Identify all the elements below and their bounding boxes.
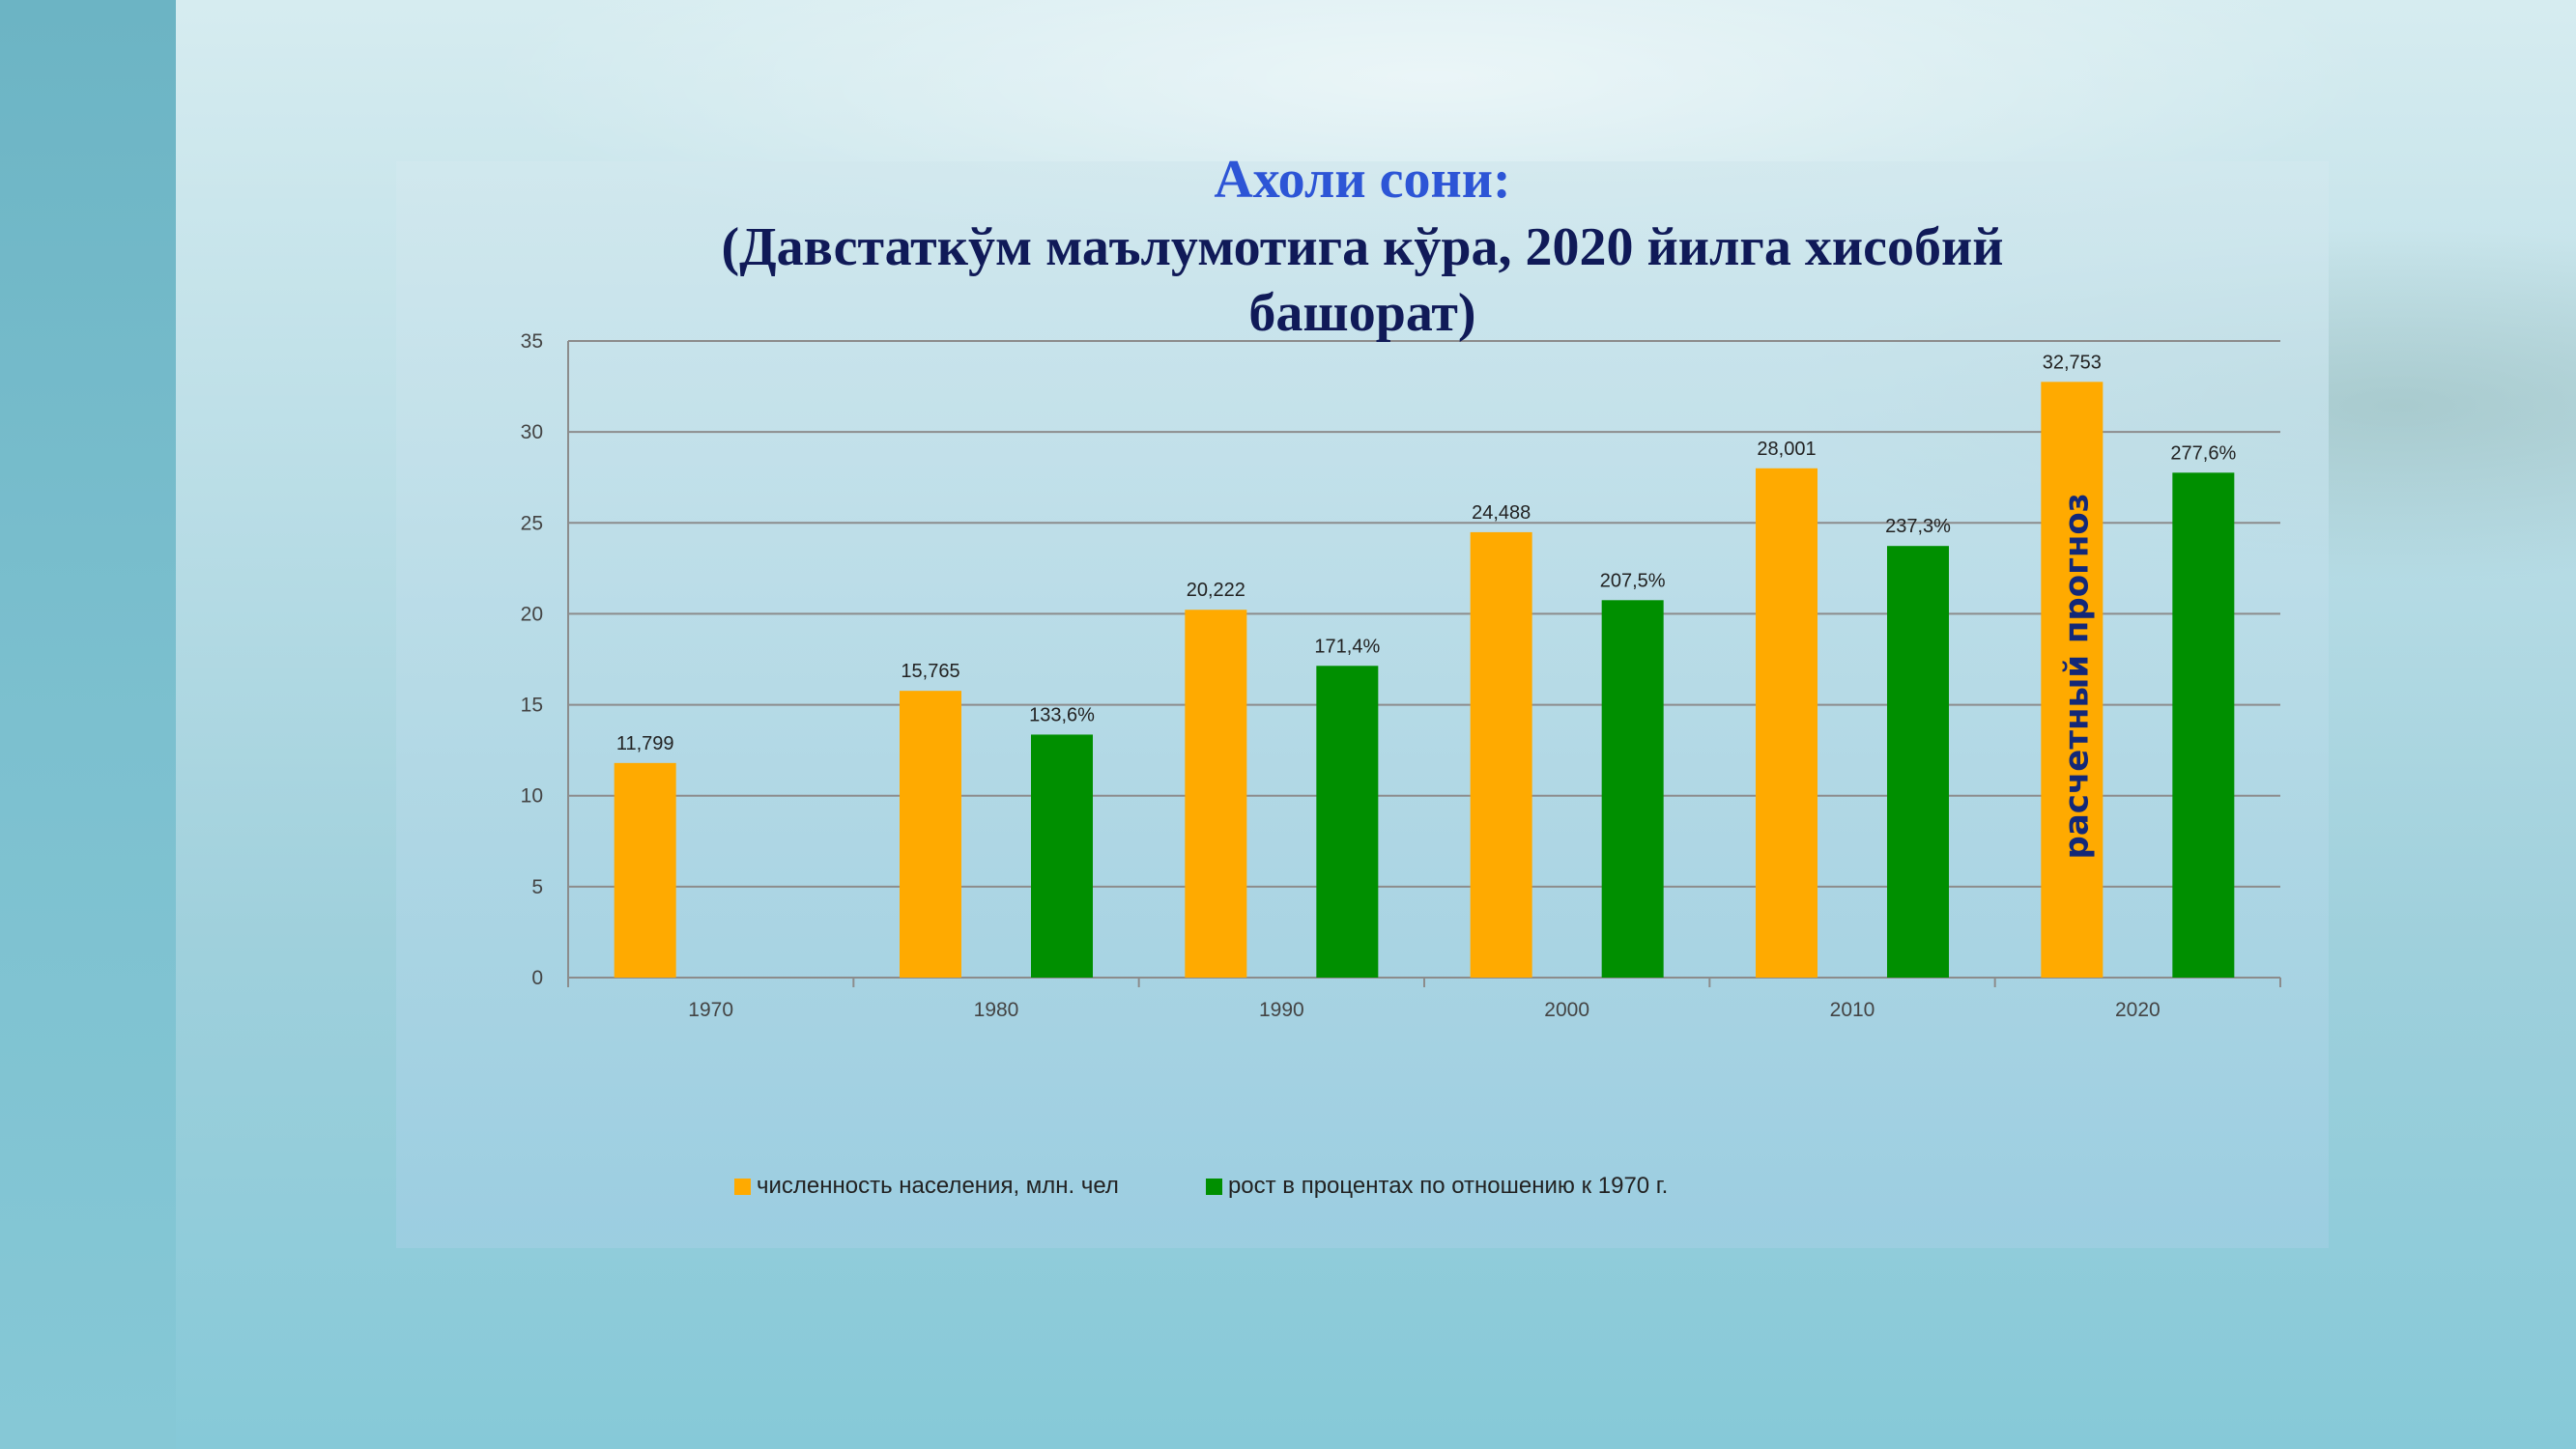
data-label: 32,753	[2043, 352, 2102, 373]
legend-item-population: численность населения, млн. чел	[734, 1173, 1119, 1200]
bar-population	[1470, 531, 1532, 978]
data-label: 237,3%	[1885, 516, 1951, 537]
data-label: 20,222	[1187, 580, 1245, 601]
legend-label-population: численность населения, млн. чел	[757, 1173, 1119, 1199]
y-tick-label: 25	[521, 512, 543, 534]
data-label: 15,765	[901, 661, 959, 682]
bar-population	[900, 691, 961, 978]
legend-swatch-population	[734, 1178, 751, 1195]
chart-title: Ахоли сони: (Давстаткўм маълумотига кўра…	[396, 145, 2329, 346]
bar-growth	[1601, 600, 1664, 978]
y-tick-label: 10	[521, 785, 543, 808]
bar-population	[614, 762, 676, 978]
legend-item-growth: рост в процентах по отношению к 1970 г.	[1205, 1173, 1669, 1200]
data-label: 171,4%	[1314, 636, 1380, 657]
data-label: 11,799	[616, 733, 674, 754]
bar-population	[1756, 468, 1818, 979]
y-tick-label: 5	[531, 876, 543, 898]
forecast-annotation: расчетный прогноз	[2057, 494, 2096, 860]
legend-label-growth: рост в процентах по отношению к 1970 г.	[1227, 1173, 1669, 1199]
labels: 0 5 10 15 20 25 30 35 1970 11,799 1980 15,765 133,6%…	[521, 330, 2237, 1021]
bar-growth	[1316, 666, 1379, 978]
bar-population	[2041, 382, 2104, 978]
x-tick-label: 1990	[1259, 999, 1304, 1021]
title-line-1: Ахоли сони:	[1214, 150, 1511, 210]
title-line-2: (Давстаткўм маълумотига кўра, 2020 йилга…	[721, 217, 2004, 277]
title-line-3: башорат)	[1248, 283, 1476, 343]
y-tick-label: 15	[521, 695, 543, 717]
x-tick-label: 2000	[1544, 999, 1589, 1021]
y-tick-label: 30	[521, 421, 543, 443]
x-tick-label: 2020	[2115, 999, 2161, 1021]
bar-growth	[2172, 472, 2235, 978]
legend-swatch-growth	[1205, 1178, 1222, 1195]
x-tick-label: 2010	[1830, 999, 1875, 1021]
y-tick-label: 20	[521, 603, 543, 625]
legend: численность населения, млн. чел рост в п…	[734, 1167, 1755, 1206]
x-tick-label: 1980	[974, 999, 1019, 1021]
data-label: 24,488	[1472, 502, 1531, 524]
grid-lines	[568, 340, 2280, 979]
bar-population	[1185, 610, 1247, 978]
bars	[614, 382, 2235, 979]
data-label: 133,6%	[1029, 704, 1095, 725]
y-tick-label: 35	[521, 330, 543, 353]
data-label: 207,5%	[1600, 570, 1666, 591]
data-label: 28,001	[1757, 439, 1816, 460]
background-left-strip	[0, 0, 176, 1449]
bar-growth	[1887, 546, 1949, 978]
x-tick-label: 1970	[688, 999, 733, 1021]
data-label: 277,6%	[2170, 442, 2236, 464]
axes	[567, 341, 2281, 987]
y-tick-label: 0	[531, 967, 543, 989]
bar-growth	[1031, 734, 1093, 978]
